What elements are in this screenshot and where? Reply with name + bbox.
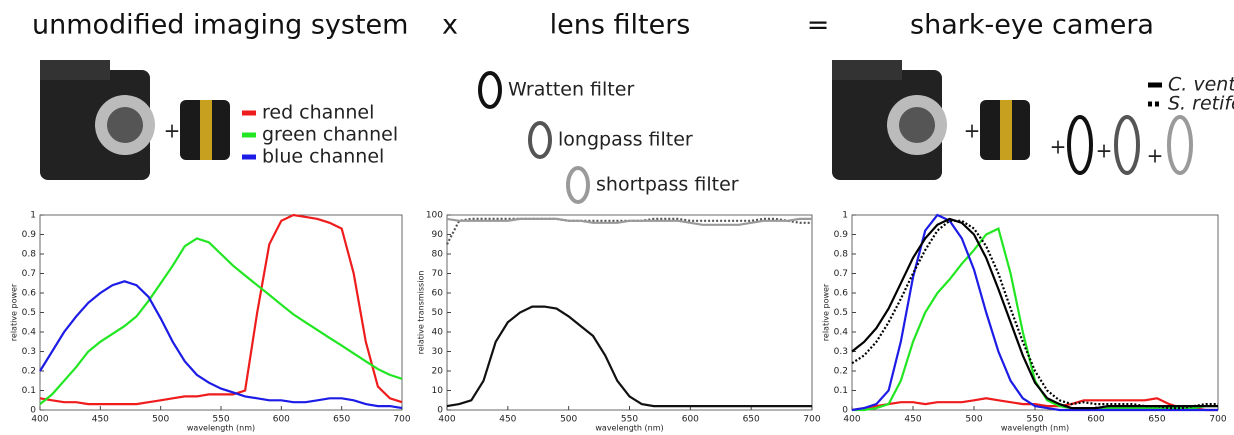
x-tick-label: 450 bbox=[92, 415, 109, 425]
y-tick-label: 0.5 bbox=[834, 308, 848, 318]
plot-frame bbox=[446, 214, 813, 411]
x-tick-label: 600 bbox=[273, 415, 290, 425]
y-axis-label: relative power bbox=[822, 283, 831, 341]
x-tick-label: 400 bbox=[31, 415, 48, 425]
x-tick-label: 550 bbox=[1026, 415, 1043, 425]
legend-swatch bbox=[528, 121, 552, 159]
camera-illustration bbox=[832, 60, 1193, 180]
header-middle: lens filters bbox=[550, 10, 691, 41]
plus: + bbox=[1096, 139, 1113, 163]
y-tick-label: 0.5 bbox=[22, 308, 36, 318]
header-left: unmodified imaging system bbox=[32, 10, 408, 41]
x-tick-label: 700 bbox=[393, 415, 410, 425]
y-tick-label: 90 bbox=[432, 230, 444, 240]
legend-label: Wratten filter bbox=[508, 79, 634, 101]
x-tick-label: 650 bbox=[1148, 415, 1165, 425]
header-equals: = bbox=[807, 10, 830, 41]
x-axis-label: wavelength (nm) bbox=[595, 424, 663, 433]
y-tick-label: 0.1 bbox=[22, 386, 36, 396]
legend-label: longpass filter bbox=[558, 129, 693, 151]
y-tick-label: 0.3 bbox=[22, 347, 36, 357]
y-tick-label: 70 bbox=[432, 269, 444, 279]
plus: + bbox=[1147, 144, 1164, 168]
x-tick-label: 700 bbox=[1209, 415, 1226, 425]
x-tick-label: 500 bbox=[560, 415, 577, 425]
series-line bbox=[851, 217, 1218, 410]
plot-frame bbox=[39, 214, 403, 411]
x-tick-label: 700 bbox=[803, 415, 820, 425]
y-tick-label: 0.8 bbox=[834, 250, 849, 260]
y-tick-label: 40 bbox=[432, 328, 444, 338]
y-tick-label: 0 bbox=[437, 406, 443, 416]
x-tick-label: 500 bbox=[152, 415, 169, 425]
series-line bbox=[851, 397, 1218, 412]
y-tick-label: 0.9 bbox=[22, 230, 37, 240]
legend-label: green channel bbox=[262, 124, 398, 146]
x-tick-label: 650 bbox=[333, 415, 350, 425]
y-tick-label: 1 bbox=[30, 211, 36, 221]
x-axis-label: wavelength (nm) bbox=[187, 424, 255, 433]
y-tick-label: 0.2 bbox=[22, 367, 36, 377]
legend-swatch bbox=[566, 166, 590, 204]
y-tick-label: 0.4 bbox=[22, 328, 37, 338]
legend-label: blue channel bbox=[262, 146, 384, 168]
series-line bbox=[446, 305, 812, 408]
x-tick-label: 450 bbox=[499, 415, 516, 425]
y-tick-label: 0.9 bbox=[834, 230, 849, 240]
series-line bbox=[39, 213, 403, 406]
y-tick-label: 60 bbox=[432, 289, 444, 299]
legend-swatch bbox=[478, 71, 502, 109]
y-tick-label: 0 bbox=[30, 406, 36, 416]
legend-label: red channel bbox=[262, 102, 374, 124]
series-line bbox=[39, 237, 403, 405]
x-tick-label: 650 bbox=[743, 415, 760, 425]
x-tick-label: 400 bbox=[843, 415, 860, 425]
y-axis-label: relative power bbox=[10, 283, 19, 341]
y-tick-label: 0.1 bbox=[834, 386, 848, 396]
x-tick-label: 450 bbox=[904, 415, 921, 425]
y-tick-label: 30 bbox=[432, 347, 444, 357]
plus: + bbox=[964, 119, 981, 143]
series-line bbox=[851, 219, 1218, 410]
y-tick-label: 80 bbox=[432, 250, 444, 260]
y-axis-label: relative transmission bbox=[417, 271, 426, 355]
y-tick-label: 0.8 bbox=[22, 250, 37, 260]
plus: + bbox=[1050, 135, 1067, 159]
y-tick-label: 100 bbox=[426, 211, 443, 221]
y-tick-label: 0.7 bbox=[834, 269, 848, 279]
y-tick-label: 0.4 bbox=[834, 328, 849, 338]
x-tick-label: 600 bbox=[682, 415, 699, 425]
y-tick-label: 0.7 bbox=[22, 269, 36, 279]
y-tick-label: 0.3 bbox=[834, 347, 848, 357]
plus: + bbox=[164, 119, 181, 143]
header-times: x bbox=[442, 10, 458, 41]
legend-label: shortpass filter bbox=[596, 174, 739, 196]
y-tick-label: 0.2 bbox=[834, 367, 848, 377]
series-line bbox=[39, 280, 403, 410]
y-tick-label: 10 bbox=[432, 386, 444, 396]
header-right: shark-eye camera bbox=[910, 10, 1154, 41]
x-tick-label: 500 bbox=[965, 415, 982, 425]
y-tick-label: 0 bbox=[842, 406, 848, 416]
y-tick-label: 1 bbox=[842, 211, 848, 221]
x-tick-label: 550 bbox=[621, 415, 638, 425]
y-tick-label: 0.6 bbox=[834, 289, 849, 299]
x-axis-label: wavelength (nm) bbox=[1001, 424, 1069, 433]
x-tick-label: 600 bbox=[1087, 415, 1104, 425]
y-tick-label: 0.6 bbox=[22, 289, 37, 299]
legend-label: C. ventriosum bbox=[1168, 74, 1234, 96]
x-tick-label: 400 bbox=[438, 415, 455, 425]
legend-label: S. retifer bbox=[1168, 93, 1234, 115]
y-tick-label: 20 bbox=[432, 367, 444, 377]
x-tick-label: 550 bbox=[212, 415, 229, 425]
series-line bbox=[446, 217, 812, 226]
camera-illustration bbox=[40, 60, 230, 180]
series-line bbox=[851, 213, 1218, 412]
y-tick-label: 50 bbox=[432, 308, 444, 318]
